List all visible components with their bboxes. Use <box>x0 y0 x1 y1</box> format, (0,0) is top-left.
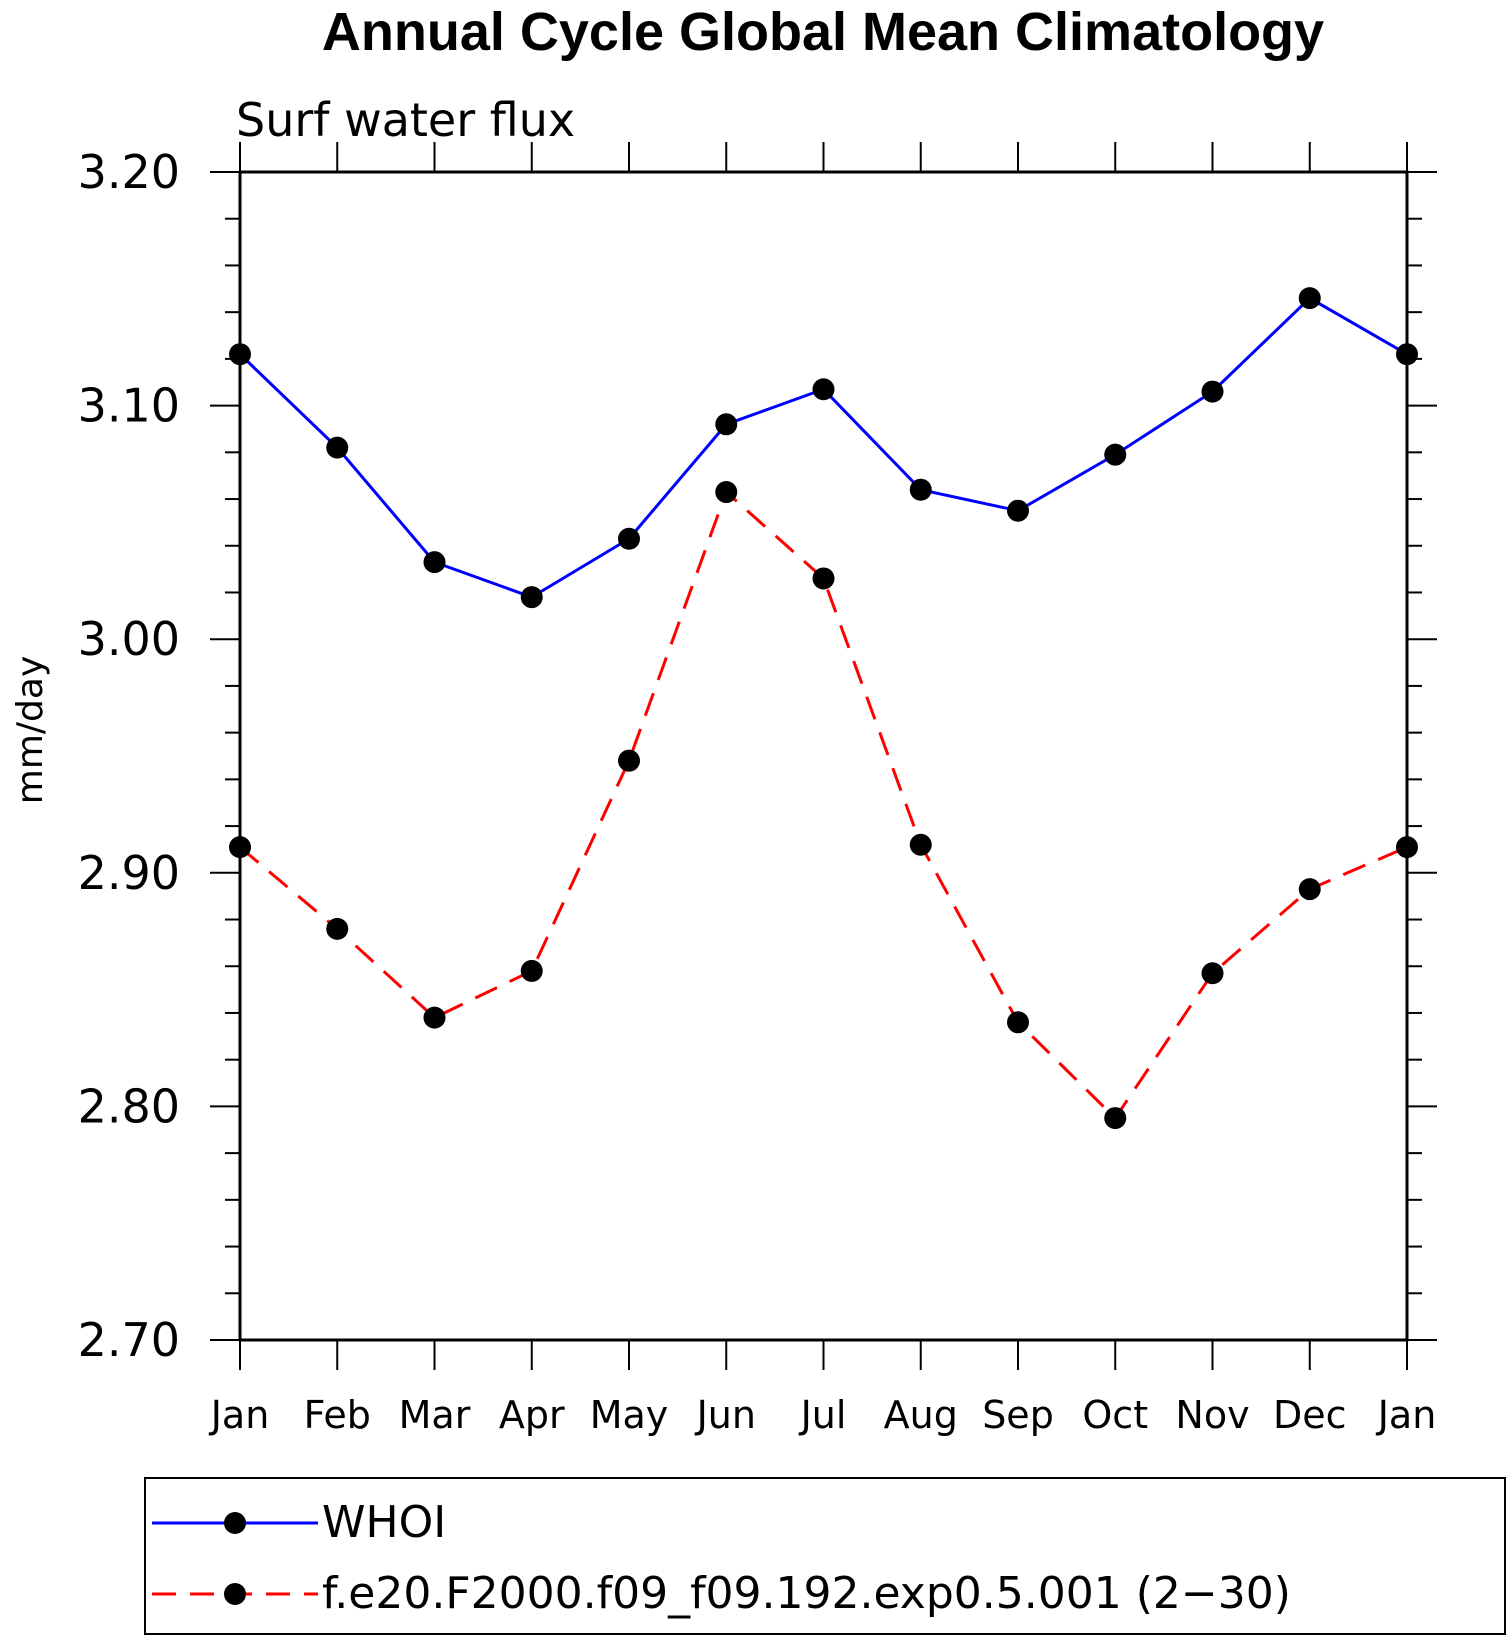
y-tick-label: 2.70 <box>78 1313 180 1367</box>
legend-marker-model <box>224 1583 246 1605</box>
chart-title: Annual Cycle Global Mean Climatology <box>322 2 1324 62</box>
data-point <box>618 527 640 550</box>
data-point <box>1007 499 1029 522</box>
y-tick-label: 3.20 <box>78 145 180 199</box>
y-axis-label: mm/day <box>10 656 51 804</box>
data-point <box>229 836 251 859</box>
x-tick-label: Feb <box>304 1393 371 1437</box>
legend-box <box>144 1477 1506 1635</box>
data-point <box>909 833 932 856</box>
data-point <box>326 917 349 940</box>
x-tick-label: Dec <box>1273 1393 1347 1437</box>
data-point <box>1201 962 1224 985</box>
y-tick-label: 2.90 <box>78 846 180 900</box>
data-point <box>520 959 543 982</box>
x-tick-label: Jul <box>799 1393 847 1437</box>
data-point <box>1298 287 1321 310</box>
data-point <box>423 551 446 574</box>
x-tick-label: Jun <box>695 1393 756 1437</box>
series-markers <box>229 287 1418 1130</box>
data-point <box>1396 836 1418 859</box>
data-point <box>229 343 251 366</box>
data-point <box>520 586 543 609</box>
y-tick-label: 3.00 <box>78 612 180 666</box>
x-tick-label: Jan <box>1376 1393 1437 1437</box>
data-point <box>618 749 640 772</box>
data-point <box>1007 1011 1029 1034</box>
data-point <box>909 478 932 501</box>
series-line-0 <box>238 296 1408 599</box>
x-tick-label: May <box>590 1393 669 1437</box>
chart-subtitle: Surf water flux <box>236 93 575 147</box>
x-tick-label: Sep <box>982 1393 1054 1437</box>
y-axis-ticks: 2.70 2.80 2.90 3.00 3.10 3.20 <box>78 145 1437 1367</box>
legend-label-model: f.e20.F2000.f09_f09.192.exp0.5.001 (2−30… <box>322 1568 1291 1619</box>
y-tick-label: 3.10 <box>78 379 180 433</box>
x-tick-label: Jan <box>209 1393 270 1437</box>
legend-marker-whoi <box>224 1512 246 1534</box>
plot-frame <box>238 170 1409 1342</box>
x-tick-label: Oct <box>1082 1393 1148 1437</box>
data-point <box>812 567 835 590</box>
data-point <box>715 481 738 504</box>
data-point <box>1104 443 1127 466</box>
data-point <box>715 413 738 436</box>
series-lines <box>238 296 1408 1121</box>
data-point <box>1201 380 1224 403</box>
data-point <box>812 378 835 401</box>
data-point <box>326 436 349 459</box>
x-tick-label: Apr <box>499 1393 565 1437</box>
legend: WHOI f.e20.F2000.f09_f09.192.exp0.5.001 … <box>144 1477 1506 1635</box>
y-tick-label: 2.80 <box>78 1079 180 1133</box>
x-tick-label: Aug <box>884 1393 958 1437</box>
x-tick-label: Mar <box>399 1393 471 1437</box>
data-point <box>423 1006 446 1029</box>
x-axis-ticks: Jan Feb Mar Apr May Jun Jul Aug Sep Oct Nov Dec Jan <box>209 142 1437 1437</box>
x-tick-label: Nov <box>1175 1393 1249 1437</box>
data-point <box>1396 343 1418 366</box>
legend-label-whoi: WHOI <box>322 1497 446 1548</box>
data-point <box>1298 878 1321 901</box>
data-point <box>1104 1107 1127 1130</box>
